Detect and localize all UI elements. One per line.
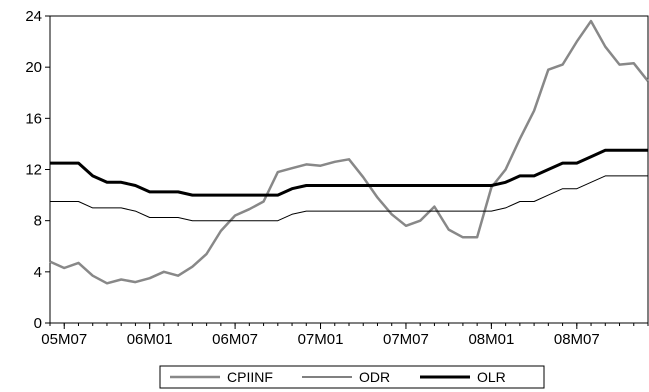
y-tick-label: 8	[34, 213, 42, 230]
y-tick-label: 12	[25, 162, 42, 179]
series-layer	[49, 19, 649, 285]
y-axis: 0 4 8 12 16 20 24	[25, 8, 50, 332]
y-tick-label: 0	[34, 315, 42, 332]
y-tick-label: 4	[34, 264, 42, 281]
x-tick-label: 07M07	[383, 331, 429, 348]
series-line-odr	[50, 175, 648, 222]
x-tick-label: 06M07	[212, 331, 258, 348]
legend: CPIINF ODR OLR	[159, 365, 545, 389]
y-tick-label: 16	[25, 110, 42, 127]
series-line-cpiinf	[49, 19, 649, 285]
legend-label-odr: ODR	[359, 369, 390, 385]
x-tick-label: 06M01	[127, 331, 173, 348]
x-tick-label: 05M07	[41, 331, 87, 348]
legend-label-cpiinf: CPIINF	[227, 369, 273, 385]
x-tick-label: 07M01	[298, 331, 344, 348]
y-tick-label: 20	[25, 59, 42, 76]
x-axis: 05M07 06M01 06M07 07M01 07M07 08M01 08M07	[41, 323, 649, 348]
legend-label-olr: OLR	[477, 369, 506, 385]
x-tick-label: 08M01	[468, 331, 514, 348]
plot-frame	[49, 15, 649, 324]
y-tick-label: 24	[25, 8, 42, 25]
series-line-olr	[50, 148, 648, 197]
x-tick-label: 08M07	[554, 331, 600, 348]
